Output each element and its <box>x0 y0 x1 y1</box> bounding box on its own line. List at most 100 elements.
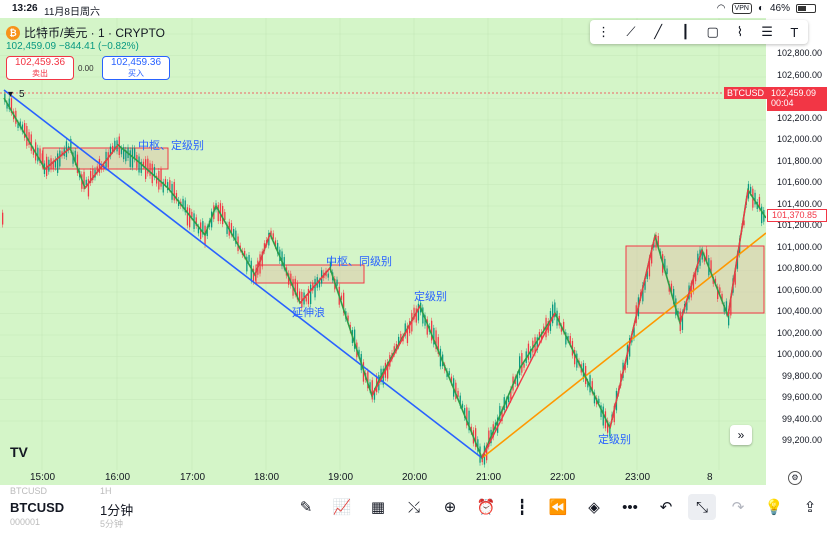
price-axis[interactable]: 102,800.00102,600.00102,400.00102,200.00… <box>766 18 828 485</box>
candle-body <box>367 371 369 389</box>
path-icon[interactable]: ⌇ <box>736 24 744 39</box>
redo-icon[interactable]: ↷ <box>731 499 745 516</box>
fib-icon[interactable]: ☰ <box>761 24 773 39</box>
candle-body <box>206 226 208 237</box>
annotation-3[interactable]: 延伸浪 <box>292 305 325 319</box>
time-axis-label: 15:00 <box>30 472 56 483</box>
indicators-icon[interactable]: 📈 <box>332 499 352 516</box>
replay-icon[interactable]: ┇ <box>517 499 527 516</box>
rectangle-icon[interactable]: ▢ <box>706 24 719 39</box>
candle-body <box>450 376 453 383</box>
rewind-icon[interactable]: ⏪ <box>548 499 568 516</box>
trend-line-icon[interactable]: ⟋ <box>626 24 636 39</box>
chart-canvas[interactable]: 中枢、定级别 中枢、同级别 延伸浪 定级别 定级别 <box>0 18 766 485</box>
scroll-to-latest-button[interactable]: » <box>730 425 752 445</box>
candle-body <box>681 312 684 330</box>
candle-body <box>761 206 763 224</box>
orange-trend-line[interactable] <box>481 232 766 459</box>
layers-icon[interactable]: ◈ <box>588 499 600 516</box>
sell-button[interactable]: 102,459.36 卖出 <box>6 56 74 80</box>
blue-trend-line[interactable] <box>3 89 483 459</box>
candle-body <box>543 326 545 331</box>
candle-body <box>222 205 224 225</box>
text-icon[interactable]: T <box>790 24 799 40</box>
candle-body <box>65 141 68 158</box>
fullscreen-exit-icon[interactable]: ⤡ <box>688 494 716 520</box>
undo-icon[interactable]: ↶ <box>659 499 673 516</box>
share-icon[interactable]: ⇪ <box>803 499 817 516</box>
zigzag-green[interactable] <box>3 97 766 461</box>
candle-body <box>140 161 142 173</box>
candle-body <box>508 396 510 403</box>
pencil-icon[interactable]: ✎ <box>299 499 313 516</box>
candle-body <box>400 333 402 341</box>
candle-body <box>398 336 400 347</box>
time-axis-label: 20:00 <box>402 472 428 483</box>
candle-body <box>369 382 371 391</box>
candle-body <box>10 98 13 113</box>
bottom-symbol[interactable]: BTCUSD <box>10 500 65 515</box>
candle-body <box>387 362 389 379</box>
ghost-symbol-above: BTCUSD <box>10 486 48 496</box>
candle-body <box>417 303 420 321</box>
price-axis-label: 99,600.00 <box>781 392 822 402</box>
chart-svg[interactable]: 中枢、定级别 中枢、同级别 延伸浪 定级别 定级别 <box>0 18 766 485</box>
alert-icon[interactable]: ⏰ <box>476 499 496 516</box>
more-icon[interactable]: ••• <box>622 498 638 516</box>
candle-body <box>758 196 761 209</box>
candle-body <box>230 223 233 235</box>
symbol-name[interactable]: 比特币/美元 · 1 · CRYPTO <box>24 26 165 40</box>
candle-body <box>277 242 279 254</box>
line-icon[interactable]: ╱ <box>654 24 663 39</box>
candle-body <box>30 134 32 151</box>
candle-body <box>499 406 501 422</box>
candle-body <box>217 205 219 222</box>
candle-body <box>646 270 648 280</box>
add-icon[interactable]: ⊕ <box>443 499 457 516</box>
candle-body <box>448 371 450 376</box>
candle-body <box>725 301 728 314</box>
candle-body <box>695 271 697 282</box>
candle-body <box>719 287 721 294</box>
annotation-1[interactable]: 中枢、定级别 <box>138 138 204 152</box>
lightbulb-icon[interactable]: 💡 <box>764 499 784 516</box>
axis-settings-icon[interactable]: ⚙ <box>788 471 802 485</box>
candle-body <box>728 311 730 326</box>
candle-body <box>41 153 43 165</box>
annotation-4[interactable]: 定级别 <box>414 289 447 303</box>
candle-body <box>657 235 659 246</box>
candle-body <box>138 156 140 173</box>
templates-icon[interactable]: ▦ <box>370 499 386 516</box>
chevron-down-icon[interactable]: ▾ <box>8 89 14 100</box>
price-axis-label: 99,800.00 <box>781 370 822 381</box>
candle-body <box>466 407 468 426</box>
indicator-collapse[interactable]: ▾ 5 <box>8 89 25 100</box>
ghost-symbol-below: 000001 <box>10 517 41 527</box>
bottom-interval[interactable]: 1分钟 <box>100 503 134 518</box>
candle-body <box>734 273 736 285</box>
candle-body <box>164 179 167 185</box>
candle-body <box>184 200 186 213</box>
symbol-header[interactable]: ₿ 比特币/美元 · 1 · CRYPTO <box>6 24 165 41</box>
vertical-line-icon[interactable]: ┃ <box>681 24 690 39</box>
battery-percent: 46% <box>769 3 790 14</box>
candle-body <box>17 123 19 128</box>
time-axis[interactable]: 15:00 16:00 17:00 18:00 19:00 20:00 21:00 22:00… <box>0 470 766 486</box>
compare-icon[interactable]: ⤯ <box>407 498 420 516</box>
drawing-toolbar: ⋮ ⟋ ╱ ┃ ▢ ⌇ ☰ T <box>590 20 808 44</box>
buy-button[interactable]: 102,459.36 买入 <box>102 56 170 80</box>
dots-icon[interactable]: ⋮ <box>597 24 611 39</box>
candle-body <box>318 280 321 288</box>
annotation-2[interactable]: 中枢、同级别 <box>326 254 392 268</box>
price-axis-label: 100,200.00 <box>776 327 822 338</box>
current-price: 102,459.09 <box>771 88 817 98</box>
candle-body <box>24 123 26 138</box>
candle-body <box>422 307 424 324</box>
candle-body <box>413 307 415 320</box>
candle-body <box>189 208 191 228</box>
candle-body <box>523 363 525 368</box>
candle-body <box>182 198 184 209</box>
candle-body <box>142 161 145 167</box>
candle-body <box>149 163 151 176</box>
annotation-5[interactable]: 定级别 <box>598 432 631 446</box>
